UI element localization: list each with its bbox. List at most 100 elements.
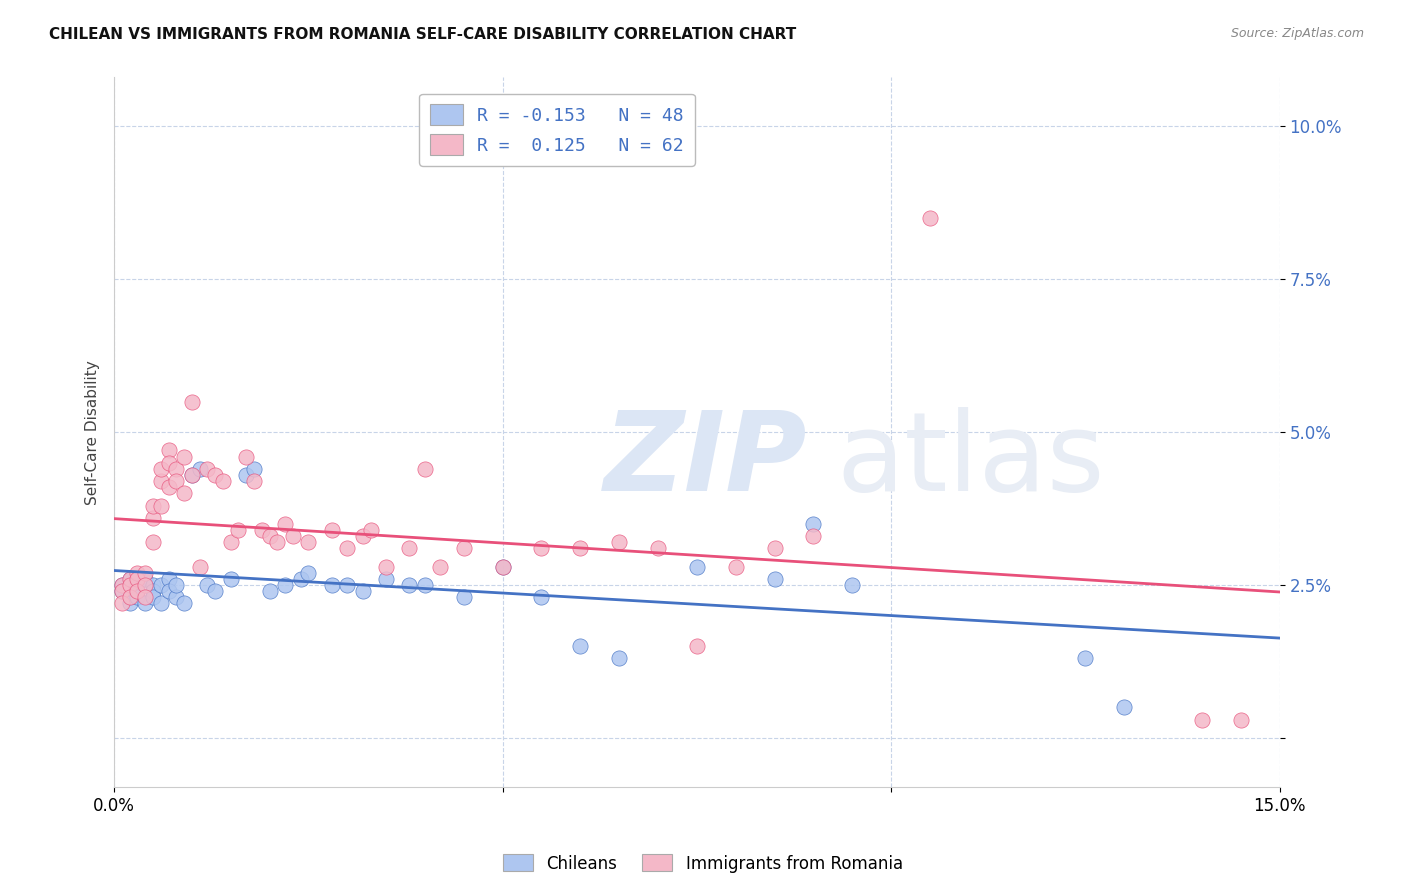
Point: [165, 462, 187, 476]
Point: [197, 578, 219, 592]
Point: [607, 535, 630, 549]
Point: [118, 591, 141, 605]
Point: [165, 578, 187, 592]
Point: [127, 572, 149, 586]
Point: [157, 480, 180, 494]
Point: [243, 474, 266, 488]
Point: [173, 450, 195, 464]
Point: [188, 462, 211, 476]
Point: [429, 559, 451, 574]
Point: [111, 596, 134, 610]
Text: ZIP: ZIP: [603, 407, 807, 514]
Point: [607, 651, 630, 665]
Legend: Chileans, Immigrants from Romania: Chileans, Immigrants from Romania: [496, 847, 910, 880]
Point: [111, 584, 134, 599]
Point: [375, 572, 398, 586]
Point: [149, 578, 172, 592]
Point: [569, 639, 592, 653]
Point: [180, 394, 202, 409]
Point: [111, 578, 134, 592]
Point: [297, 566, 319, 580]
Point: [127, 584, 149, 599]
Point: [281, 529, 304, 543]
Point: [142, 535, 165, 549]
Point: [235, 467, 257, 482]
Point: [157, 443, 180, 458]
Legend: R = -0.153   N = 48, R =  0.125   N = 62: R = -0.153 N = 48, R = 0.125 N = 62: [419, 94, 695, 166]
Point: [142, 584, 165, 599]
Point: [492, 559, 515, 574]
Point: [134, 572, 156, 586]
Point: [149, 474, 172, 488]
Point: [149, 596, 172, 610]
Point: [1229, 713, 1251, 727]
Point: [274, 578, 297, 592]
Point: [259, 529, 281, 543]
Point: [212, 474, 235, 488]
Point: [530, 541, 553, 556]
Point: [157, 584, 180, 599]
Point: [142, 499, 165, 513]
Point: [142, 591, 165, 605]
Point: [127, 584, 149, 599]
Point: [321, 578, 343, 592]
Point: [321, 523, 343, 537]
Point: [647, 541, 669, 556]
Point: [127, 591, 149, 605]
Point: [111, 578, 134, 592]
Point: [686, 559, 709, 574]
Point: [763, 572, 786, 586]
Point: [228, 523, 250, 537]
Point: [197, 462, 219, 476]
Point: [1191, 713, 1213, 727]
Point: [111, 584, 134, 599]
Point: [118, 578, 141, 592]
Point: [118, 572, 141, 586]
Point: [413, 578, 436, 592]
Point: [142, 510, 165, 524]
Point: [250, 523, 273, 537]
Point: [157, 456, 180, 470]
Point: [142, 578, 165, 592]
Point: [134, 578, 156, 592]
Point: [453, 591, 475, 605]
Point: [173, 486, 195, 500]
Point: [127, 578, 149, 592]
Point: [266, 535, 288, 549]
Point: [165, 591, 187, 605]
Point: [204, 584, 226, 599]
Point: [134, 596, 156, 610]
Point: [173, 596, 195, 610]
Point: [180, 467, 202, 482]
Point: [297, 535, 319, 549]
Point: [127, 566, 149, 580]
Point: [134, 566, 156, 580]
Point: [149, 499, 172, 513]
Point: [375, 559, 398, 574]
Point: [149, 462, 172, 476]
Point: [352, 584, 374, 599]
Point: [290, 572, 312, 586]
Point: [134, 591, 156, 605]
Point: [841, 578, 863, 592]
Point: [274, 516, 297, 531]
Point: [398, 541, 420, 556]
Point: [243, 462, 266, 476]
Point: [918, 211, 941, 226]
Point: [219, 535, 242, 549]
Point: [204, 467, 226, 482]
Point: [118, 591, 141, 605]
Point: [530, 591, 553, 605]
Point: [724, 559, 747, 574]
Point: [1074, 651, 1097, 665]
Point: [569, 541, 592, 556]
Point: [360, 523, 382, 537]
Point: [219, 572, 242, 586]
Point: [157, 572, 180, 586]
Text: Source: ZipAtlas.com: Source: ZipAtlas.com: [1230, 27, 1364, 40]
Point: [165, 474, 187, 488]
Point: [118, 572, 141, 586]
Point: [686, 639, 709, 653]
Point: [336, 541, 359, 556]
Point: [235, 450, 257, 464]
